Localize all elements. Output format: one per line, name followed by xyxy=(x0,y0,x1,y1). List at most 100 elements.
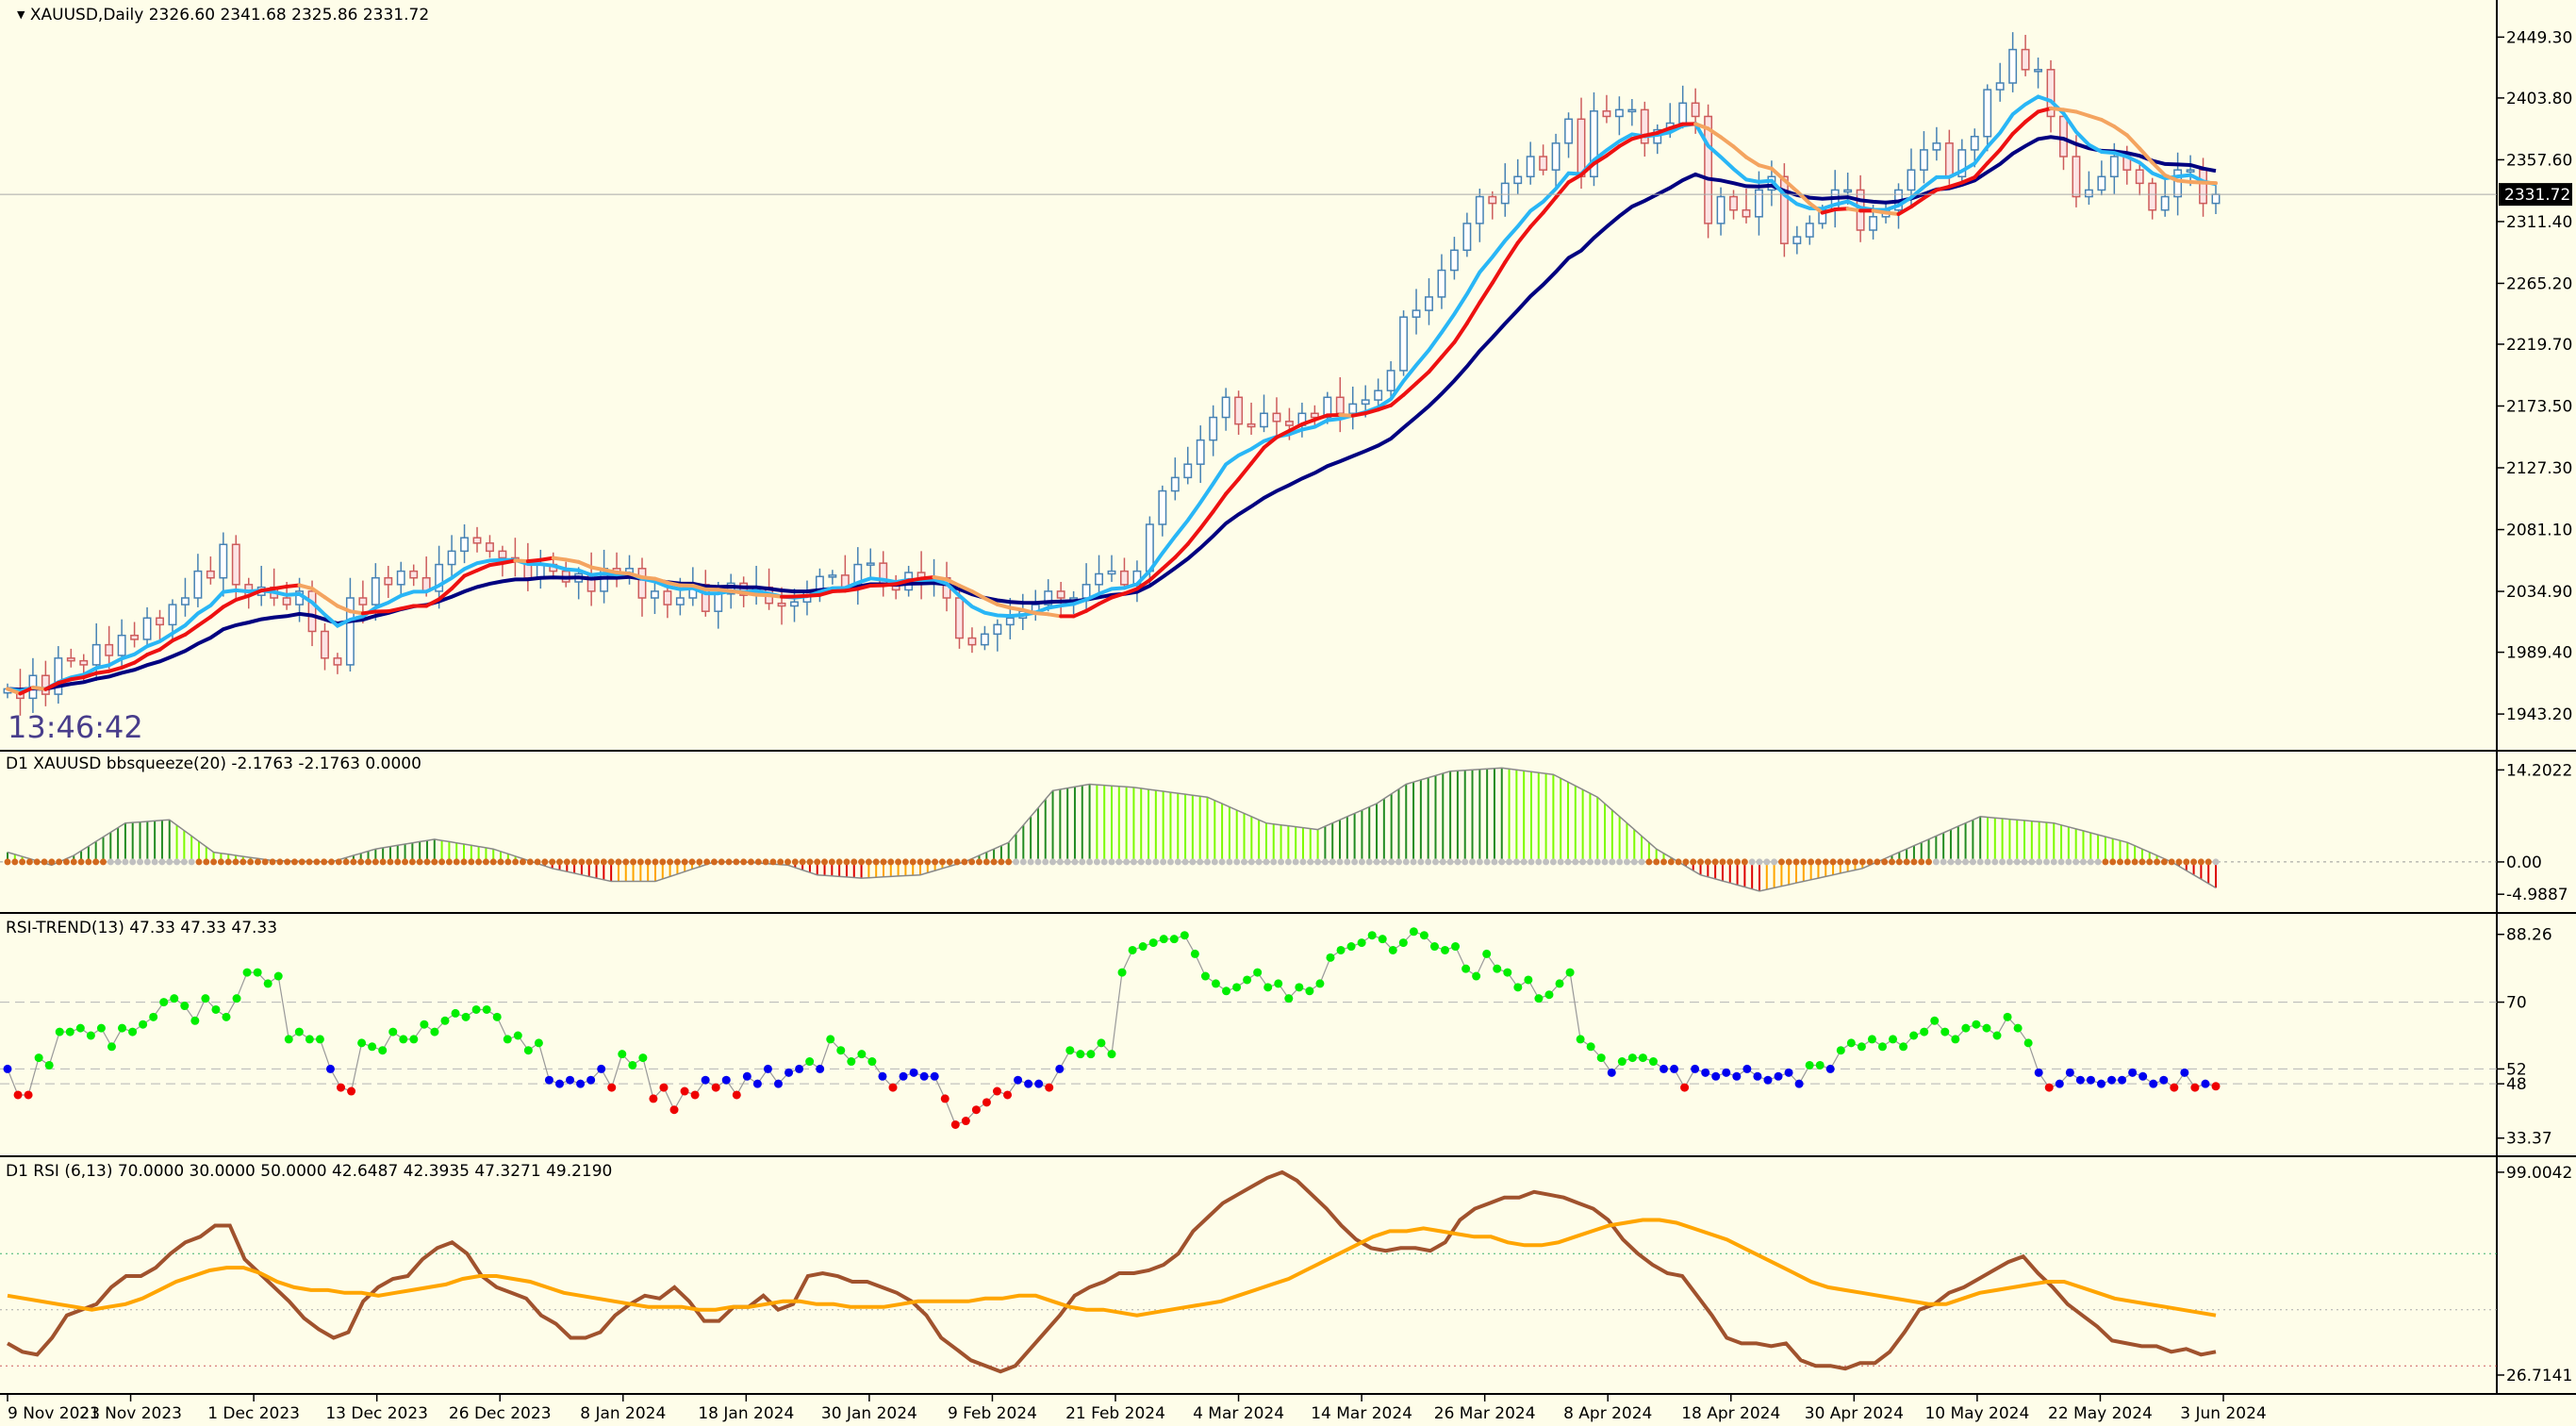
candle-body xyxy=(169,605,175,624)
candle-body xyxy=(1679,103,1686,123)
bbsqueeze-dot xyxy=(1123,858,1130,865)
bbsqueeze-dot xyxy=(1344,858,1350,865)
rsi-trend-dot xyxy=(1837,1046,1845,1054)
rsi-trend-dot xyxy=(1691,1065,1699,1073)
rsi-trend-dot xyxy=(25,1090,33,1099)
rsi-trend-dot xyxy=(1045,1084,1053,1092)
rsi-trend-dot xyxy=(1129,946,1137,954)
bbsqueeze-dot xyxy=(468,858,474,865)
bbsqueeze-dot xyxy=(2198,858,2204,865)
rsi-trend-dot xyxy=(931,1072,939,1081)
rsi-trend-dot xyxy=(452,1009,460,1018)
bbsqueeze-dot xyxy=(2022,858,2028,865)
rsi-trend-dot xyxy=(1711,1072,1720,1081)
rsi-trend-dot xyxy=(1232,983,1241,991)
ma-trend-segment xyxy=(350,611,362,613)
bbsqueeze-dot xyxy=(1270,858,1277,865)
bbsqueeze-dot xyxy=(299,858,305,865)
x-axis-label: 10 May 2024 xyxy=(1924,1404,2029,1422)
bbsqueeze-dot xyxy=(203,858,209,865)
bbsqueeze-dot xyxy=(1808,858,1814,865)
bbsqueeze-dot xyxy=(1896,858,1903,865)
x-axis-label: 18 Apr 2024 xyxy=(1681,1404,1780,1422)
bbsqueeze-dot xyxy=(321,858,327,865)
rsi-panel-header: D1 RSI (6,13) 70.0000 30.0000 50.0000 42… xyxy=(6,1162,612,1181)
candle-body xyxy=(638,569,645,598)
candle-body xyxy=(1159,491,1165,524)
bbsqueeze-dot xyxy=(718,858,725,865)
rsi-trend-dot xyxy=(702,1076,710,1085)
ma-trend-segment xyxy=(96,672,108,673)
rsi-trend-dot xyxy=(2056,1080,2064,1088)
bbsqueeze-dot xyxy=(586,858,592,865)
bbsqueeze-dot xyxy=(498,858,504,865)
candle-body xyxy=(867,563,874,565)
rsi-trend-dot xyxy=(316,1035,324,1043)
bbsqueeze-dot xyxy=(225,858,232,865)
clock-label: 13:46:42 xyxy=(8,709,143,745)
bbsqueeze-dot xyxy=(284,858,290,865)
rsi-trend-dot xyxy=(1337,946,1346,954)
collapse-triangle-icon[interactable]: ▼ xyxy=(17,8,25,21)
candle-body xyxy=(778,604,784,606)
bbsqueeze-dot xyxy=(137,858,143,865)
x-axis-label: 3 Jun 2024 xyxy=(2180,1404,2266,1422)
candle-body xyxy=(1807,224,1813,237)
ma-trend-segment xyxy=(2051,108,2063,109)
candle-body xyxy=(1197,440,1204,465)
bbsqueeze-dot xyxy=(78,858,85,865)
candle-body xyxy=(664,591,670,605)
bbsqueeze-dot xyxy=(1955,858,1961,865)
bbsqueeze-dot xyxy=(1233,858,1240,865)
x-axis-label: 8 Jan 2024 xyxy=(580,1404,666,1422)
candle-body xyxy=(1477,197,1483,224)
bbsqueeze-dot xyxy=(409,858,416,865)
candle-body xyxy=(473,538,480,543)
bbsqueeze-dot xyxy=(601,858,607,865)
price-tick-label: 2081.10 xyxy=(2506,522,2572,540)
candle-body xyxy=(42,675,49,694)
candle-body xyxy=(791,602,798,605)
bbsqueeze-dot xyxy=(571,858,578,865)
bbsqueeze-dot xyxy=(1204,858,1211,865)
bbsqueeze-dot xyxy=(806,858,813,865)
candle-body xyxy=(385,578,391,585)
bbsqueeze-dot xyxy=(593,858,600,865)
bbsqueeze-dot xyxy=(541,858,548,865)
rsi-trend-dot xyxy=(1961,1024,1970,1033)
rsi-trend-dot xyxy=(97,1024,106,1033)
bbsqueeze-dot xyxy=(1477,858,1483,865)
current-price-label: 2331.72 xyxy=(2504,186,2570,205)
bbsqueeze-dot xyxy=(328,858,335,865)
bbsqueeze-dot xyxy=(1314,858,1321,865)
candle-body xyxy=(2161,197,2168,210)
rsi-trend-dot xyxy=(753,1080,762,1088)
rsi-trend-dot xyxy=(14,1090,23,1099)
bbsqueeze-dot xyxy=(336,858,342,865)
price-tick-label: 2265.20 xyxy=(2506,274,2572,293)
x-axis-label: 30 Jan 2024 xyxy=(821,1404,917,1422)
bbsqueeze-dot xyxy=(144,858,151,865)
bbsqueeze-dot xyxy=(814,858,820,865)
bbsqueeze-dot xyxy=(1602,858,1609,865)
bbsqueeze-dot xyxy=(961,858,967,865)
ma-trend-segment xyxy=(1886,213,1898,214)
bbsqueeze-dot xyxy=(2058,858,2065,865)
rsi-trend-dot xyxy=(1816,1061,1825,1070)
candle-body xyxy=(131,636,138,639)
rsi-trend-dot xyxy=(1544,990,1553,999)
ma-trend-segment xyxy=(921,577,933,578)
bbsqueeze-dot xyxy=(1999,858,2006,865)
bbsqueeze-dot xyxy=(1182,858,1189,865)
bbsqueeze-dot xyxy=(247,858,254,865)
rsi-trend-dot xyxy=(1201,972,1210,981)
bbsqueeze-dot xyxy=(173,858,180,865)
bbsqueeze-dot xyxy=(63,858,70,865)
ma-trend-segment xyxy=(1353,413,1365,416)
bbsqueeze-dot xyxy=(2043,858,2050,865)
rsi-trend-dot xyxy=(2159,1076,2168,1085)
rsi-trend-dot xyxy=(1389,946,1397,954)
bbsqueeze-dot xyxy=(1278,858,1284,865)
bbsqueeze-dot xyxy=(1668,858,1675,865)
